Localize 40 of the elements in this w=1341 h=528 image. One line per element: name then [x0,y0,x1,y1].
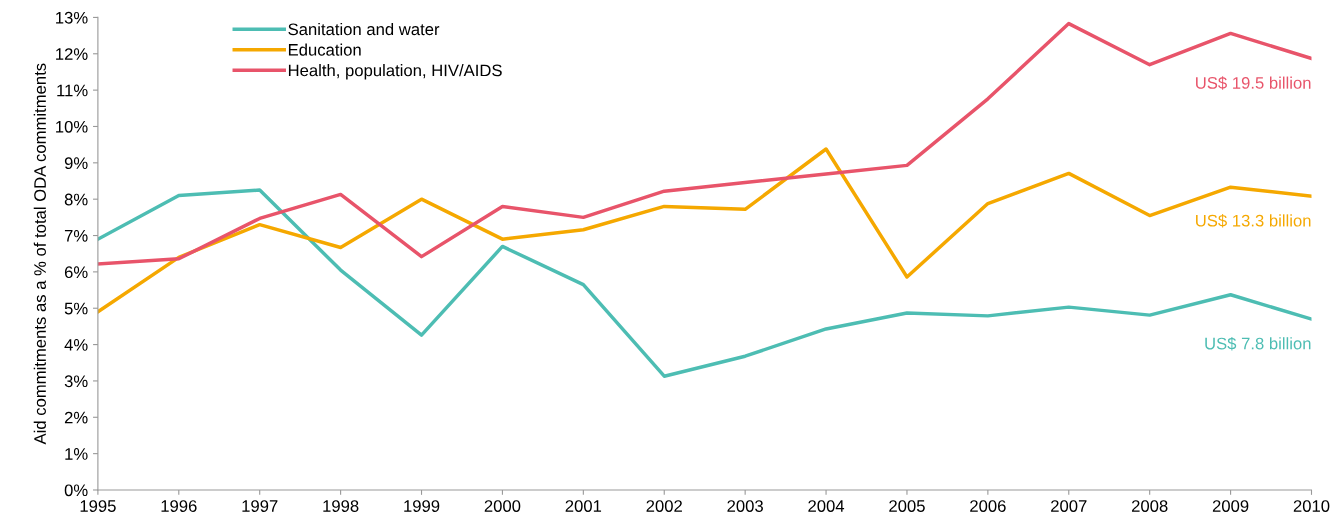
y-tick-label: 0% [64,484,88,497]
x-tick-label: 1996 [161,500,197,512]
x-tick-label: 1998 [323,500,359,512]
legend-label: Health, population, HIV/AIDS [288,64,502,80]
x-tick-label: 2001 [565,500,602,512]
x-tick-label: 1999 [404,500,440,512]
x-tick-label: 2002 [646,500,682,512]
y-tick-label: 3% [64,375,88,388]
y-tick-label: 10% [56,120,88,133]
x-tick-label: 2007 [1051,500,1087,512]
x-tick-label: 2004 [808,500,845,512]
y-tick-label: 1% [65,448,88,460]
x-tick-label: 2010 [1293,500,1330,512]
x-tick-label: 2009 [1212,500,1249,512]
x-tick-label: 2008 [1131,500,1168,512]
x-tick-label: 2006 [970,500,1006,512]
y-tick-label: 4% [64,339,88,351]
y-tick-label: 8% [64,193,88,206]
annotation: US$ 7.8 billion [1205,336,1311,351]
line-series [97,188,1312,378]
y-tick-label: 5% [64,302,88,315]
y-axis-title: Aid commitments as a % of total ODA commitments [33,63,46,445]
x-tick-label: 1997 [242,500,278,512]
legend-label: Education [288,43,361,56]
line-series [97,21,1312,266]
y-tick-label: 12% [56,48,88,60]
x-tick-label: 1995 [80,500,116,512]
annotation: US$ 13.3 billion [1196,214,1311,228]
x-tick-label: 2005 [889,500,925,512]
line-series [97,147,1312,314]
y-tick-label: 2% [64,411,88,424]
y-tick-label: 7% [64,230,88,242]
y-tick-label: 13% [56,11,88,24]
y-tick-label: 11% [57,84,88,97]
annotation: US$ 19.5 billion [1196,76,1311,90]
legend-label: Sanitation and water [288,22,440,36]
x-tick-label: 2003 [727,500,763,512]
y-tick-label: 6% [64,266,88,279]
y-tick-label: 9% [64,157,88,170]
x-tick-label: 2000 [484,500,521,512]
